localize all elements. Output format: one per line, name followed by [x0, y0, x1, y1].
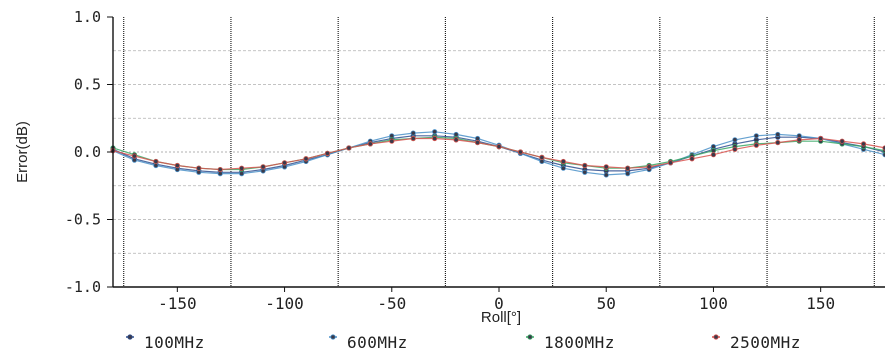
legend-marker: [713, 334, 719, 340]
data-point: [582, 169, 588, 175]
data-point: [839, 138, 845, 144]
legend-label: 2500MHz: [730, 333, 801, 352]
data-point: [539, 154, 545, 160]
data-point: [153, 158, 159, 165]
data-point: [775, 131, 781, 138]
data-point: [646, 164, 652, 170]
data-point: [346, 145, 352, 151]
data-point: [217, 166, 223, 173]
series-line: [112, 135, 885, 173]
legend-item-600MHz: 600MHz: [329, 333, 408, 352]
legend-marker: [330, 334, 336, 340]
data-point: [410, 130, 416, 136]
data-point: [625, 165, 631, 171]
legend-item-100MHz: 100MHz: [126, 333, 205, 352]
x-tick-label: 150: [806, 294, 835, 313]
y-tick-label: 0.5: [74, 76, 101, 94]
data-point: [560, 165, 566, 171]
data-point: [496, 144, 502, 150]
legend-marker: [127, 334, 133, 340]
y-tick-label: -1.0: [65, 278, 101, 296]
y-tick-label: 0.0: [74, 143, 101, 161]
legend-label: 100MHz: [144, 333, 205, 352]
data-point: [753, 142, 759, 148]
x-tick-label: -100: [265, 294, 304, 313]
series-layer: [110, 129, 885, 178]
y-tick-label: -0.5: [65, 211, 101, 229]
data-point: [625, 171, 631, 177]
data-point: [239, 165, 245, 171]
data-point: [603, 164, 609, 170]
data-point: [818, 135, 824, 142]
data-point: [324, 150, 331, 156]
data-point: [474, 139, 481, 146]
x-tick-label: 0: [494, 294, 504, 313]
series-1800MHz: [110, 134, 885, 173]
data-point: [260, 164, 266, 170]
data-point: [432, 129, 438, 135]
data-point: [131, 153, 138, 159]
data-point: [860, 141, 867, 147]
data-point: [560, 158, 566, 165]
data-point: [582, 162, 588, 169]
data-point: [710, 152, 717, 158]
data-point: [753, 133, 759, 139]
data-point: [367, 141, 373, 147]
data-point: [732, 137, 738, 143]
data-point: [453, 137, 459, 143]
data-point: [689, 156, 695, 162]
legend-item-2500MHz: 2500MHz: [712, 333, 801, 352]
data-point: [775, 139, 781, 146]
x-tick-label: -50: [377, 294, 406, 313]
data-point: [667, 160, 674, 166]
data-point: [796, 137, 802, 143]
axes: 1.0 0.5 0.0 -0.5 -1.0 -150 -100 -50 0 50 100 150: [65, 8, 885, 313]
data-point: [281, 160, 288, 166]
x-tick-label: -150: [158, 294, 197, 313]
data-point: [389, 138, 395, 144]
data-point: [603, 172, 609, 178]
series-2500MHz: [110, 135, 885, 173]
legend-item-1800MHz: 1800MHz: [526, 333, 615, 352]
data-point: [174, 162, 180, 169]
series-line: [112, 136, 885, 171]
y-tick-label: 1.0: [74, 8, 101, 26]
data-point: [410, 135, 416, 142]
series-100MHz: [110, 133, 885, 175]
legend-label: 600MHz: [347, 333, 408, 352]
legend: 100MHz 600MHz 1800MHz 2500MHz: [126, 333, 801, 352]
x-tick-label: 100: [699, 294, 728, 313]
x-axis-label: Roll[°]: [481, 309, 521, 326]
y-axis-label: Error(dB): [14, 121, 31, 183]
data-point: [517, 149, 524, 155]
grid: [113, 17, 885, 287]
data-point: [732, 146, 738, 152]
x-tick-label: 50: [597, 294, 616, 313]
data-point: [432, 135, 438, 142]
legend-label: 1800MHz: [544, 333, 615, 352]
data-point: [303, 156, 309, 162]
legend-marker: [527, 334, 533, 340]
data-point: [196, 165, 202, 171]
